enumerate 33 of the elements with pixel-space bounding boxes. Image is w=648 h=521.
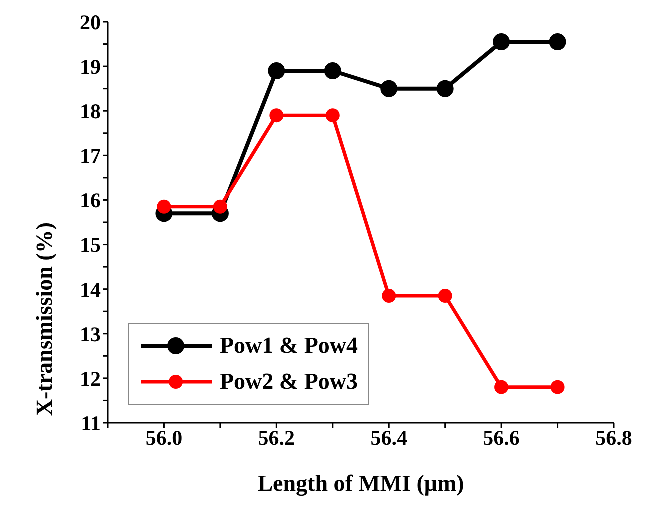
point [270,108,284,123]
legend-label: Pow2 & Pow3 [220,368,358,396]
y-tick-label: 12 [80,366,101,391]
point [494,380,509,394]
point [549,34,566,51]
point [436,80,454,98]
point [213,200,228,214]
y-tick-label: 20 [80,10,101,34]
point [550,380,565,394]
x-axis-title: Length of MMI (μm) [258,471,464,497]
y-tick-label: 11 [81,411,101,436]
y-tick-label: 17 [80,144,101,168]
y-tick-label: 13 [80,322,101,346]
point [438,289,452,304]
point [157,200,172,214]
y-tick-label: 16 [80,188,101,213]
y-tick-label: 18 [80,100,101,124]
y-tick-label: 19 [80,55,101,80]
x-tick-label: 56.2 [258,426,296,450]
x-tick-label: 56.4 [370,426,408,450]
y-tick-label: 15 [80,233,101,258]
point [268,62,286,80]
x-tick-label: 56.0 [146,426,183,450]
point [326,108,340,123]
x-tick-label: 56.8 [596,426,632,450]
y-tick-label: 14 [80,278,102,302]
point [382,289,396,304]
point [324,62,342,80]
x-tick-label: 56.6 [483,426,520,450]
point [493,34,510,51]
point [380,80,398,98]
legend-label: Pow1 & Pow4 [220,332,358,360]
y-axis-title: X-transmission (%) [32,222,58,416]
